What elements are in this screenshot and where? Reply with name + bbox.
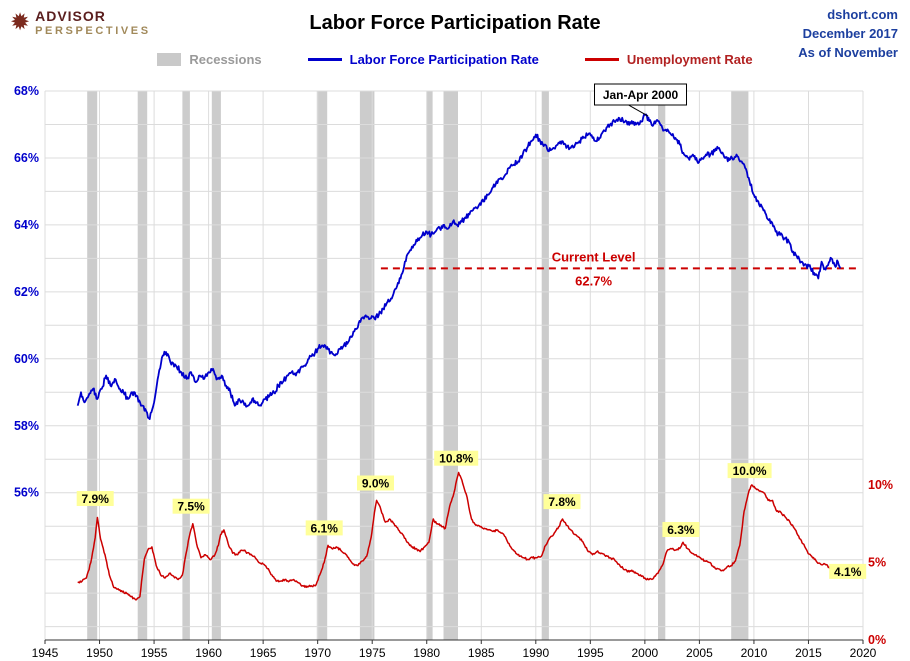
- callout-text: Jan-Apr 2000: [603, 88, 679, 102]
- legend-label-unemployment: Unemployment Rate: [626, 52, 753, 67]
- x-tick-label: 1965: [250, 646, 277, 660]
- peak-label-highlight: [662, 522, 700, 537]
- recession-band: [87, 91, 98, 640]
- right-axis-label: 0%: [868, 633, 886, 647]
- peak-label-highlight: [543, 494, 581, 510]
- legend-item-unemployment: Unemployment Rate: [584, 52, 753, 67]
- x-tick-label: 1945: [32, 646, 59, 660]
- unemployment-series-line: [77, 471, 841, 601]
- legend-label-recessions: Recessions: [189, 52, 262, 67]
- x-tick-label: 1985: [468, 646, 495, 660]
- right-axis-label: 10%: [868, 478, 893, 492]
- left-axis-label: 58%: [14, 419, 39, 433]
- peak-label: 7.9%: [82, 492, 110, 506]
- x-tick-label: 1995: [577, 646, 604, 660]
- peak-label-highlight: [434, 450, 479, 466]
- recession-band: [658, 91, 666, 640]
- left-axis-label: 66%: [14, 151, 39, 165]
- advisor-perspectives-logo: ✹ ADVISOR PERSPECTIVES: [10, 8, 151, 37]
- recession-band: [316, 91, 328, 640]
- x-tick-label: 1990: [522, 646, 549, 660]
- x-tick-label: 2005: [686, 646, 713, 660]
- peak-label-highlight: [357, 475, 394, 491]
- right-axis-label: 5%: [868, 556, 886, 570]
- peak-label: 10.0%: [733, 464, 767, 478]
- peak-label-highlight: [727, 463, 772, 479]
- left-axis-label: 68%: [14, 84, 39, 98]
- source-attribution: dshort.com December 2017 As of November: [798, 6, 898, 63]
- x-tick-label: 1980: [413, 646, 440, 660]
- recession-band: [541, 91, 549, 640]
- logo-text: ADVISOR PERSPECTIVES: [35, 8, 151, 37]
- peak-label-highlight: [172, 498, 210, 514]
- peak-label: 4.1%: [834, 565, 862, 579]
- recession-band: [426, 91, 433, 640]
- x-tick-label: 2000: [632, 646, 659, 660]
- callout-box: [594, 83, 688, 106]
- current-level-value: 62.7%: [575, 273, 612, 288]
- source-date: December 2017: [802, 25, 898, 41]
- chart-legend: Recessions Labor Force Participation Rat…: [0, 52, 910, 67]
- recession-band: [182, 91, 190, 640]
- x-tick-label: 1950: [86, 646, 113, 660]
- peak-label: 6.3%: [667, 523, 695, 537]
- legend-item-recessions: Recessions: [157, 52, 262, 67]
- unemployment-line-swatch: [584, 58, 619, 61]
- left-axis-label: 62%: [14, 285, 39, 299]
- left-axis-label: 56%: [14, 486, 39, 500]
- source-site: dshort.com: [827, 7, 898, 22]
- recession-band-swatch: [157, 53, 182, 66]
- callout-pointer: [628, 104, 649, 117]
- peak-label-highlight: [305, 520, 343, 536]
- x-tick-label: 1960: [195, 646, 222, 660]
- lfpr-line-swatch: [307, 58, 342, 61]
- legend-label-lfpr: Labor Force Participation Rate: [349, 52, 539, 67]
- x-tick-label: 2015: [795, 646, 822, 660]
- lfpr-series-line: [76, 113, 842, 420]
- recession-band: [731, 91, 749, 640]
- page-title: Labor Force Participation Rate: [309, 12, 601, 34]
- source-asof: As of November: [798, 44, 898, 60]
- recession-band: [443, 91, 458, 640]
- peak-label: 9.0%: [362, 477, 390, 491]
- peak-label: 10.8%: [439, 452, 473, 466]
- recession-band: [359, 91, 375, 640]
- x-tick-label: 1955: [141, 646, 168, 660]
- x-tick-label: 1970: [304, 646, 331, 660]
- current-level-label: Current Level: [552, 249, 636, 264]
- peak-label: 7.8%: [548, 495, 576, 509]
- peak-label-highlight: [76, 491, 114, 506]
- peak-label: 6.1%: [311, 521, 339, 535]
- recession-band: [211, 91, 221, 640]
- left-axis-label: 60%: [14, 352, 39, 366]
- x-tick-label: 1975: [359, 646, 386, 660]
- peak-label-highlight: [829, 563, 867, 579]
- compass-logo-icon: ✹: [10, 8, 31, 36]
- logo-brand-name: ADVISOR: [35, 8, 106, 24]
- x-tick-label: 2010: [741, 646, 768, 660]
- logo-brand-subname: PERSPECTIVES: [35, 25, 151, 37]
- peak-label: 7.5%: [177, 500, 205, 514]
- left-axis-label: 64%: [14, 218, 39, 232]
- x-tick-label: 2020: [850, 646, 877, 660]
- legend-item-lfpr: Labor Force Participation Rate: [307, 52, 539, 67]
- recession-band: [137, 91, 148, 640]
